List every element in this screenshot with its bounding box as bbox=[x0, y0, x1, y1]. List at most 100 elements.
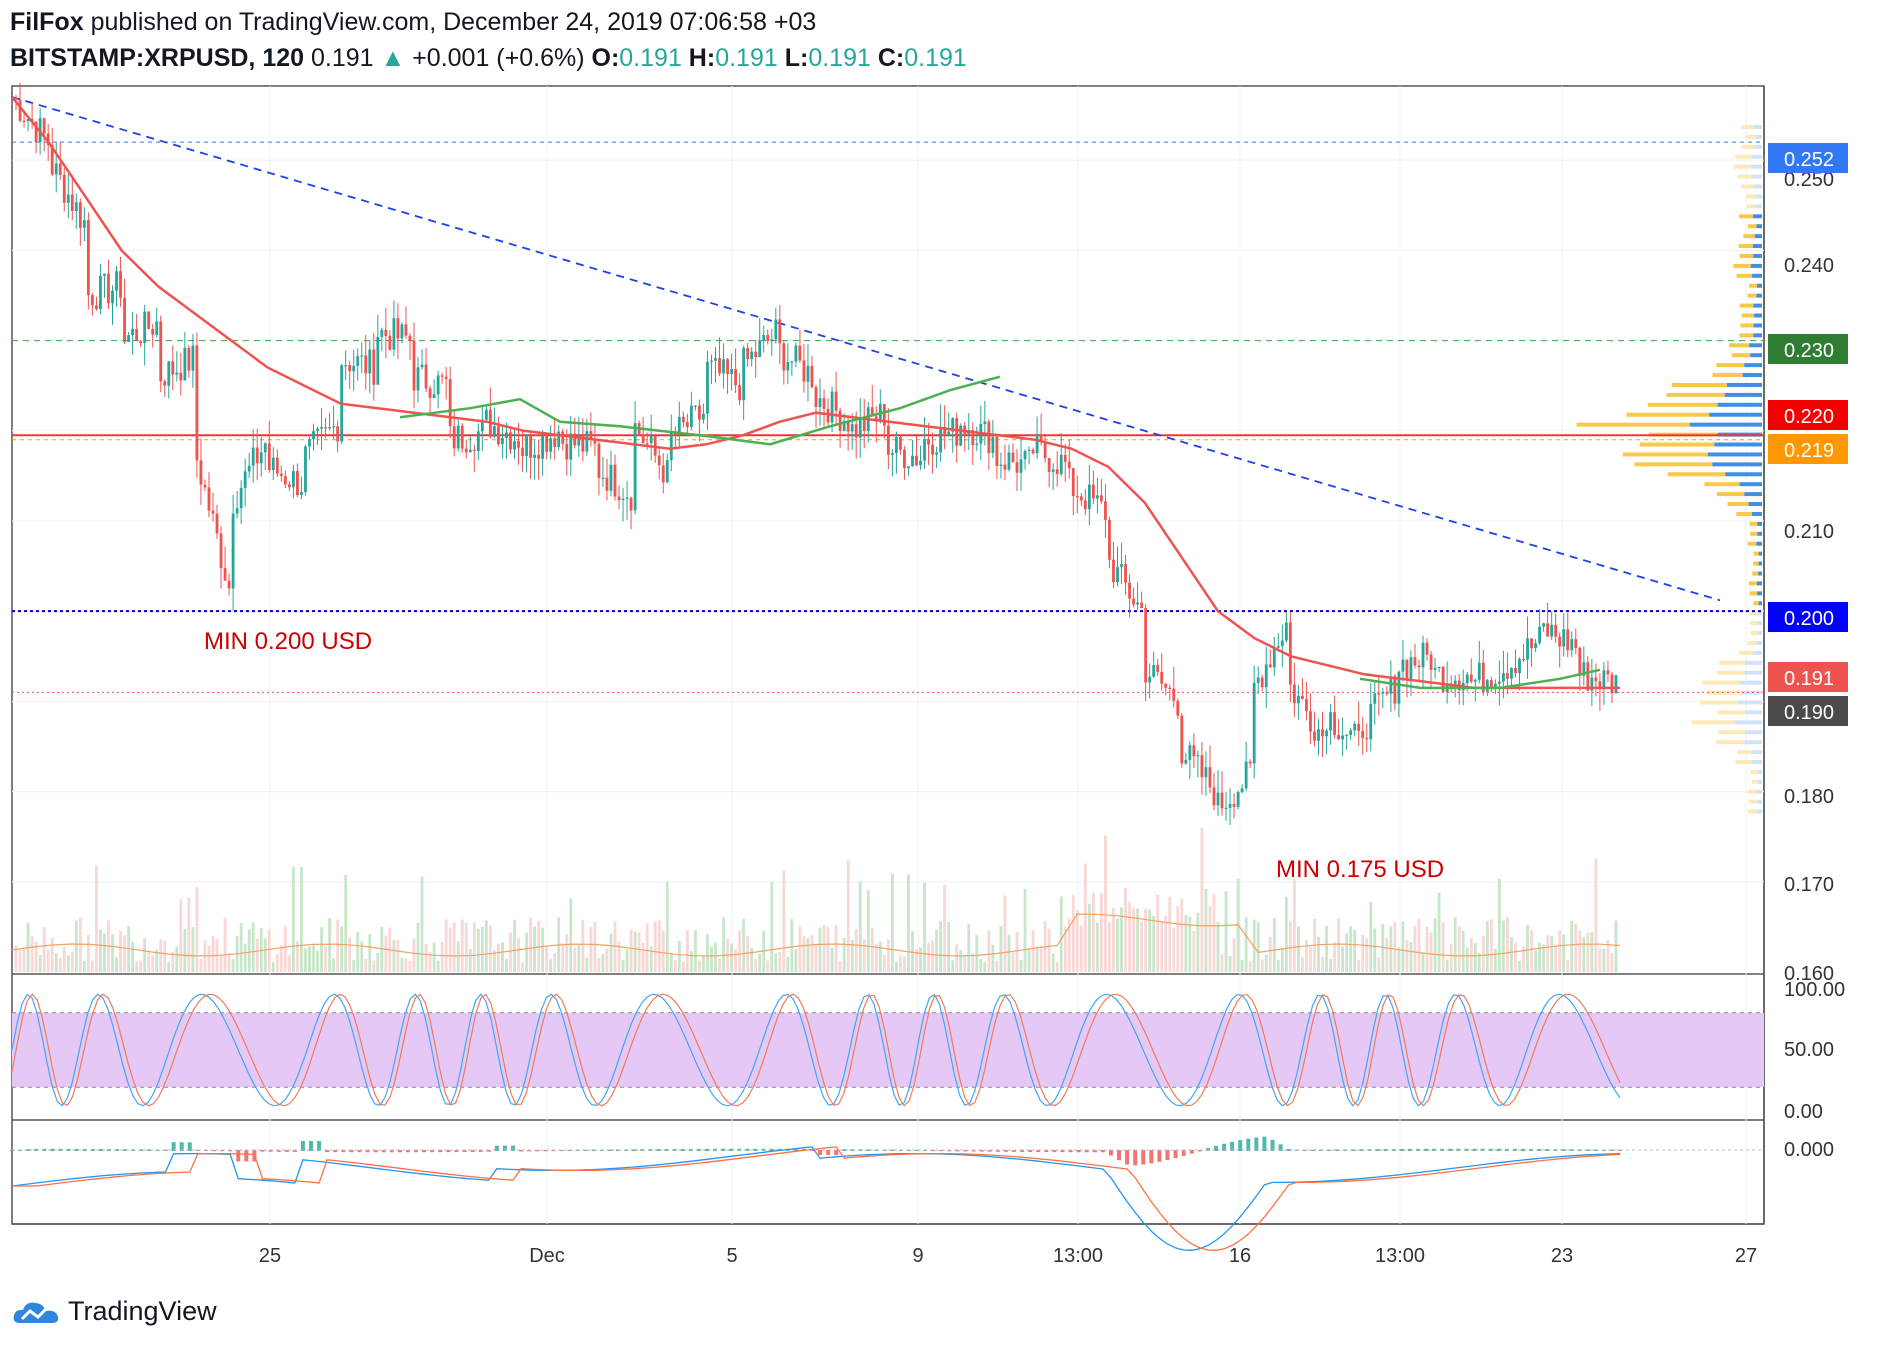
candle-body bbox=[790, 361, 794, 363]
candle-body bbox=[1493, 683, 1497, 688]
volume-bar bbox=[1554, 944, 1558, 972]
profile-bar-down bbox=[1756, 224, 1762, 229]
volume-bar bbox=[1172, 927, 1176, 972]
stochastic-pane bbox=[11, 993, 1764, 1107]
volume-bar bbox=[231, 958, 235, 972]
volume-bar bbox=[484, 920, 488, 972]
macd-histogram-bar bbox=[1335, 1149, 1340, 1151]
stoch-tick: 0.00 bbox=[1784, 1101, 1823, 1123]
candle-body bbox=[1216, 792, 1220, 806]
candle-body bbox=[557, 431, 561, 447]
volume-bar bbox=[722, 917, 725, 972]
candle-body bbox=[943, 426, 947, 437]
candle-body bbox=[1309, 711, 1312, 732]
candle-body bbox=[372, 349, 376, 385]
macd-histogram-bar bbox=[1609, 1149, 1614, 1151]
candle-body bbox=[267, 443, 271, 471]
volume-bar bbox=[581, 919, 585, 972]
candle-body bbox=[1108, 519, 1111, 560]
macd-histogram-bar bbox=[212, 1150, 217, 1152]
volume-bar bbox=[1485, 920, 1489, 972]
volume-bar bbox=[830, 947, 834, 972]
time-axis[interactable]: 25 Dec 5 9 13:00 16 13:00 23 27 bbox=[259, 1245, 1757, 1267]
stoch-d-line bbox=[11, 993, 1621, 1107]
ma-line-green bbox=[399, 375, 1001, 446]
profile-bar-down bbox=[1758, 561, 1762, 566]
tradingview-logo[interactable]: TradingView bbox=[12, 1296, 217, 1327]
profile-bar-up bbox=[1750, 631, 1758, 636]
candle-body bbox=[448, 379, 452, 427]
macd-histogram-bar bbox=[430, 1150, 435, 1153]
candle-body bbox=[99, 275, 102, 309]
profile-bar-down bbox=[1755, 194, 1762, 199]
macd-histogram-bar bbox=[373, 1150, 378, 1153]
candle-body bbox=[1104, 501, 1107, 520]
profile-bar-up bbox=[1739, 333, 1754, 338]
volume-bar bbox=[320, 927, 323, 972]
candle-body bbox=[123, 297, 126, 342]
macd-histogram-bar bbox=[1310, 1149, 1315, 1151]
macd-histogram-bar bbox=[1141, 1150, 1146, 1165]
moving-averages bbox=[11, 96, 1620, 690]
volume-bar bbox=[74, 920, 78, 972]
symbol-info: BITSTAMP:XRPUSD, 120 0.191 ▲ +0.001 (+0.… bbox=[10, 44, 967, 73]
candle-body bbox=[601, 477, 605, 479]
candle-body bbox=[665, 460, 669, 483]
candle-body bbox=[1453, 680, 1457, 688]
volume-bar bbox=[1252, 919, 1256, 972]
macd-histogram-bar bbox=[1448, 1148, 1453, 1151]
volume-bar bbox=[525, 932, 528, 972]
macd-histogram-bar bbox=[1100, 1150, 1105, 1153]
volume-bar bbox=[886, 939, 890, 972]
candle-body bbox=[1321, 729, 1324, 737]
candle-body bbox=[1160, 671, 1164, 684]
candle-body bbox=[1023, 450, 1027, 460]
volume-bar bbox=[163, 940, 167, 972]
volume-bar bbox=[1377, 957, 1381, 972]
volume-bar bbox=[1506, 917, 1509, 972]
volume-bar bbox=[738, 930, 742, 972]
candle-body bbox=[1578, 647, 1582, 676]
volume-bar bbox=[866, 889, 870, 972]
profile-bar-up bbox=[1735, 760, 1752, 765]
candle-body bbox=[730, 369, 733, 375]
volume-bar bbox=[416, 922, 420, 972]
volume-bar bbox=[1083, 863, 1087, 972]
volume-bar bbox=[1192, 930, 1196, 972]
candle-body bbox=[1606, 670, 1610, 675]
volume-bar bbox=[392, 940, 396, 972]
macd-histogram-bar bbox=[1036, 1150, 1041, 1153]
y-tick: 0.250 bbox=[1784, 169, 1834, 191]
x-tick: 13:00 bbox=[1375, 1245, 1425, 1267]
candle-body bbox=[392, 318, 396, 350]
volume-bar bbox=[1457, 926, 1461, 972]
candle-body bbox=[54, 163, 58, 175]
volume-bar bbox=[1280, 947, 1284, 972]
candle-body bbox=[593, 439, 597, 444]
price-axis[interactable]: 0.250 0.240 0.210 0.180 0.170 0.160 bbox=[1784, 169, 1834, 985]
volume-bar bbox=[854, 928, 858, 972]
volume-bar bbox=[657, 920, 661, 972]
volume-bar bbox=[38, 955, 42, 972]
volume-bar bbox=[1051, 953, 1055, 972]
candle-body bbox=[1116, 567, 1119, 583]
volume-bar bbox=[1112, 907, 1115, 972]
volume-bar bbox=[1445, 959, 1449, 972]
macd-histogram-bar bbox=[195, 1149, 200, 1151]
candle-body bbox=[275, 457, 279, 474]
symbol-name[interactable]: BITSTAMP:XRPUSD, 120 bbox=[10, 44, 305, 72]
price-label-bg bbox=[1768, 434, 1848, 464]
candle-body bbox=[364, 355, 368, 374]
candle-body bbox=[561, 431, 565, 444]
volume-bar bbox=[754, 959, 758, 972]
candle-body bbox=[147, 311, 151, 330]
candle-body bbox=[1148, 676, 1152, 683]
candle-body bbox=[545, 434, 549, 452]
volume-bar bbox=[1558, 930, 1562, 972]
volume-bar bbox=[734, 949, 738, 972]
volume-bar bbox=[1132, 907, 1135, 972]
macd-histogram-bar bbox=[260, 1150, 265, 1152]
volume-bar bbox=[882, 954, 886, 972]
volume-bar bbox=[1055, 961, 1059, 972]
